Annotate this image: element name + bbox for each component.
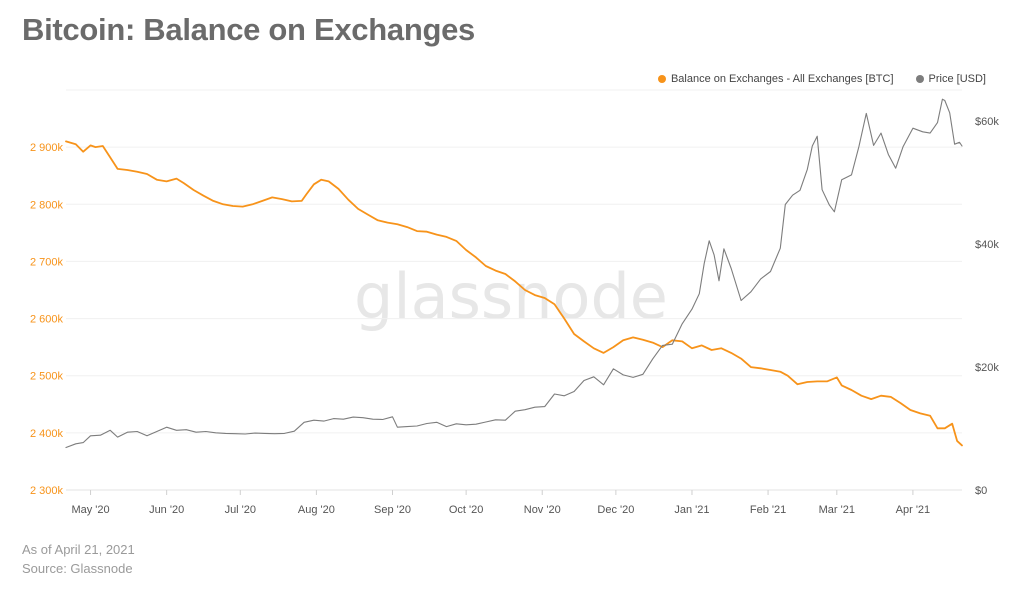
x-tick-label: Sep '20 — [374, 504, 411, 516]
x-tick-label: Mar '21 — [819, 504, 855, 516]
source-text: Source: Glassnode — [22, 561, 133, 576]
legend-dot-price — [915, 75, 924, 83]
x-tick-label: May '20 — [71, 504, 109, 516]
y-left-tick-label: 2 400k — [30, 428, 64, 440]
legend-label-price: Price [USD] — [928, 73, 986, 85]
y-left-tick-label: 2 800k — [30, 199, 64, 211]
y-left-tick-label: 2 300k — [30, 485, 64, 497]
chart-title: Bitcoin: Balance on Exchanges — [22, 12, 475, 47]
watermark: glassnode — [354, 260, 668, 333]
x-tick-label: Dec '20 — [597, 504, 634, 516]
x-tick-label: Aug '20 — [298, 504, 335, 516]
y-left-tick-label: 2 600k — [30, 314, 64, 326]
y-right-tick-label: $0 — [975, 485, 987, 497]
y-right-tick-label: $60k — [975, 116, 999, 128]
grid-layer — [66, 146, 962, 495]
y-right-tick-label: $40k — [975, 239, 999, 251]
x-tick-label: Jul '20 — [225, 504, 256, 516]
footer: As of April 21, 2021 Source: Glassnode — [22, 540, 135, 578]
as-of-date: As of April 21, 2021 — [22, 542, 135, 557]
x-tick-label: Feb '21 — [750, 504, 786, 516]
y-left-tick-label: 2 500k — [30, 371, 64, 383]
x-tick-label: Apr '21 — [896, 504, 931, 516]
y-left-tick-label: 2 700k — [30, 256, 64, 268]
legend-label-balance: Balance on Exchanges - All Exchanges [BT… — [670, 73, 894, 85]
legend-dot-balance — [657, 75, 666, 83]
x-tick-label: Oct '20 — [449, 504, 484, 516]
x-tick-label: Nov '20 — [524, 504, 561, 516]
axis-layer: 2 300k 2 400k 2 500k 2 600k 2 700k 2 800k 2 90… — [30, 116, 999, 516]
series-line-price — [65, 98, 963, 449]
legend-item-balance[interactable]: Balance on Exchanges - All Exchanges [BT… — [657, 73, 894, 85]
series-line-balance — [65, 140, 963, 447]
x-tick-label: Jan '21 — [674, 504, 709, 516]
series-layer — [65, 98, 963, 449]
y-left-tick-label: 2 900k — [30, 142, 64, 154]
y-right-tick-label: $20k — [975, 362, 999, 374]
x-tick-label: Jun '20 — [149, 504, 184, 516]
legend-item-price[interactable]: Price [USD] — [915, 73, 986, 85]
legend: Balance on Exchanges - All Exchanges [BT… — [657, 73, 986, 85]
